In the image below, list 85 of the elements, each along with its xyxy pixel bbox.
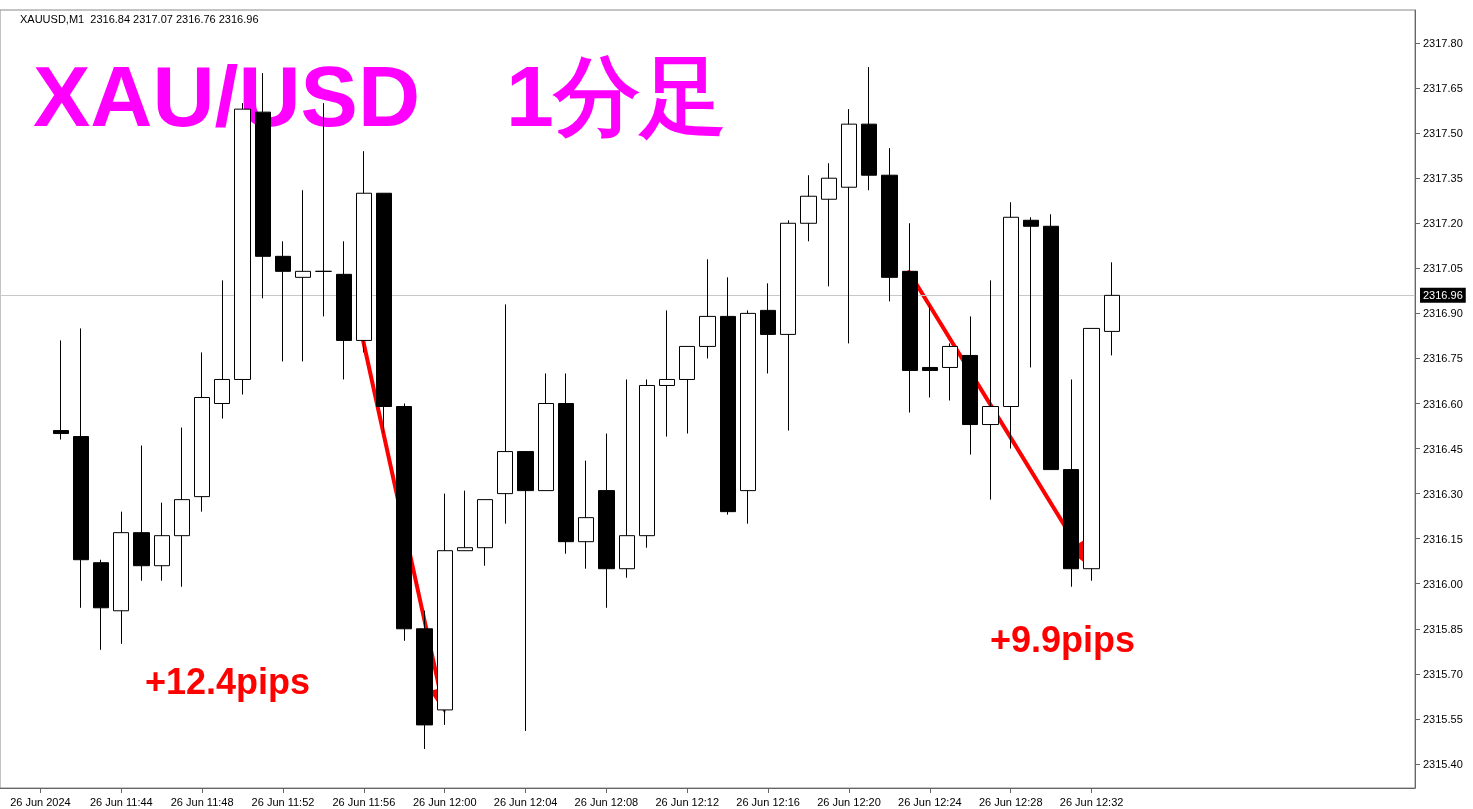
candlestick (295, 189, 311, 362)
candlestick (376, 192, 392, 435)
y-tick-label: 2316.75 (1423, 352, 1463, 365)
x-tick-label: 26 Jun 11:48 (170, 795, 234, 808)
y-tick-label: 2315.70 (1423, 667, 1463, 680)
candlestick (558, 372, 574, 555)
candlestick (1063, 378, 1079, 588)
candlestick (659, 309, 675, 438)
y-tick-label: 2317.65 (1423, 82, 1463, 95)
candlestick (619, 378, 635, 579)
y-tick-label: 2316.30 (1423, 487, 1463, 500)
candlestick (538, 372, 554, 492)
x-tick-label: 26 Jun 11:52 (251, 795, 315, 808)
x-tick-label: 26 Jun 11:44 (89, 795, 153, 808)
candlestick (174, 427, 190, 588)
y-tick-label: 2317.20 (1423, 217, 1463, 230)
x-tick-label: 26 Jun 2024 (10, 795, 71, 808)
y-tick-label: 2315.85 (1423, 622, 1463, 635)
candlestick (922, 303, 938, 398)
candlestick (73, 327, 89, 609)
candlestick (517, 451, 534, 732)
candlestick (1003, 201, 1019, 450)
y-tick-label: 2316.45 (1423, 442, 1463, 455)
candlestick (336, 240, 352, 380)
x-tick-label: 26 Jun 12:32 (1059, 795, 1124, 808)
candlestick (497, 303, 513, 525)
y-tick-label: 2316.60 (1423, 397, 1463, 410)
candlestick (416, 610, 433, 750)
candlestick (982, 279, 999, 501)
candlestick (902, 222, 918, 414)
candlestick (740, 309, 756, 525)
x-tick-label: 26 Jun 12:08 (574, 795, 639, 808)
candlestick (275, 240, 291, 362)
x-tick-label: 26 Jun 12:24 (898, 795, 962, 808)
y-tick-label: 2315.55 (1423, 712, 1463, 725)
candlestick (800, 174, 817, 242)
candlestick (356, 150, 372, 353)
candlestick (396, 403, 412, 642)
y-tick-label: 2316.90 (1423, 307, 1463, 320)
y-tick-label: 2315.40 (1423, 757, 1463, 770)
candlestick (841, 108, 857, 344)
annotation: +9.9pips (990, 618, 1136, 660)
candlestick (720, 276, 736, 516)
candlestick (821, 162, 837, 287)
x-tick-label: 26 Jun 11:56 (332, 795, 396, 808)
x-tick-label: 26 Jun 12:04 (493, 795, 558, 808)
candlestick (113, 511, 129, 645)
candlestick (477, 499, 493, 567)
candlestick (437, 493, 453, 726)
candlestick (1104, 261, 1120, 356)
candlestick (760, 282, 776, 374)
y-tick-label: 2317.50 (1423, 127, 1463, 140)
x-tick-label: 26 Jun 12:20 (817, 795, 881, 808)
annotation: +12.4pips (145, 660, 311, 702)
candlestick (861, 66, 877, 191)
candlestick (881, 147, 898, 302)
candlestick (133, 445, 150, 582)
candlestick (194, 351, 210, 513)
candlestick (679, 345, 695, 435)
candlestick (962, 315, 978, 456)
candlestick (780, 219, 796, 432)
candlestick (93, 559, 109, 651)
annotation: XAUUSD,M1 2316.84 2317.07 2316.76 2316.96 (20, 12, 259, 25)
ref-line-label: 2316.96 (1423, 289, 1463, 302)
y-tick-label: 2316.15 (1423, 532, 1463, 545)
candlestick (1083, 327, 1100, 582)
x-tick-label: 26 Jun 12:12 (655, 795, 720, 808)
candlestick (214, 279, 230, 420)
y-tick-label: 2317.05 (1423, 262, 1463, 275)
y-tick-label: 2317.80 (1423, 37, 1463, 50)
candlestick (154, 502, 170, 582)
candlestick (53, 339, 69, 441)
candlestick (639, 378, 655, 549)
y-tick-label: 2316.00 (1423, 577, 1463, 590)
candlestick (1023, 216, 1039, 368)
candlestick (699, 258, 716, 359)
candlestick (457, 490, 473, 552)
x-tick-label: 26 Jun 12:16 (736, 795, 800, 808)
y-tick-label: 2317.35 (1423, 172, 1463, 185)
candlestick (598, 433, 615, 609)
candlestick (942, 342, 958, 401)
x-tick-label: 26 Jun 12:00 (412, 795, 477, 808)
x-tick-label: 26 Jun 12:28 (978, 795, 1043, 808)
candlestick (1043, 213, 1059, 471)
candlestick (578, 460, 594, 570)
